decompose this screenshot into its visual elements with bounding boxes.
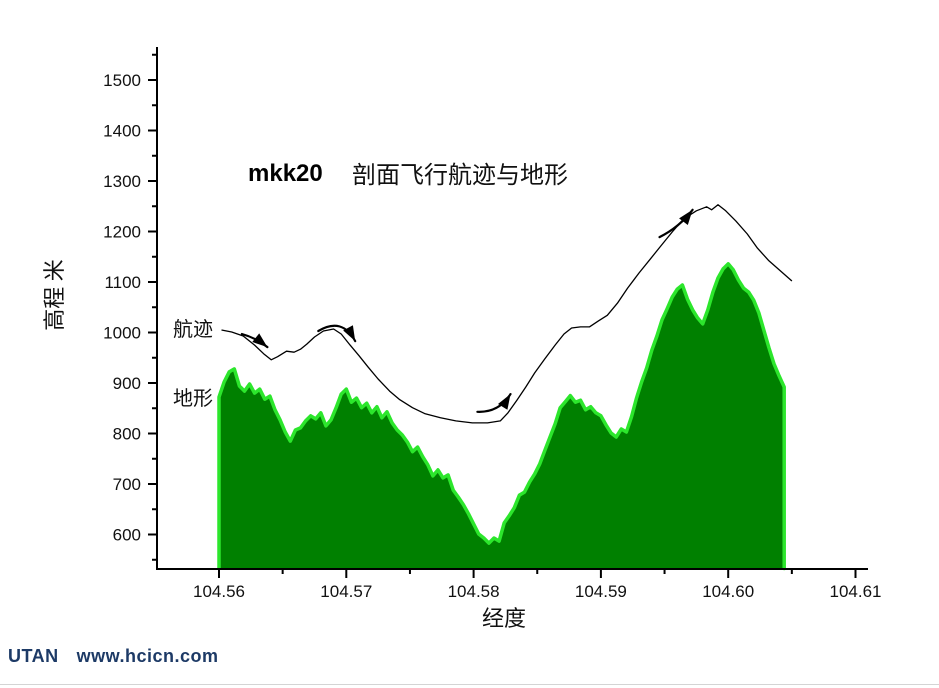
y-tick-label: 1500 — [103, 71, 141, 90]
track-series-label: 航迹 — [173, 318, 213, 341]
terrain-area — [219, 263, 785, 569]
x-tick-label: 104.59 — [575, 582, 627, 601]
watermark-brand: UTAN — [8, 646, 59, 666]
x-axis-label: 经度 — [482, 606, 526, 631]
terrain-series-label: 地形 — [173, 387, 213, 410]
x-tick-label: 104.58 — [448, 582, 500, 601]
y-tick-label: 1000 — [103, 324, 141, 343]
y-tick-label: 1100 — [104, 273, 141, 292]
arrowhead-icon — [498, 394, 511, 410]
x-tick-label: 104.61 — [830, 582, 882, 601]
x-tick-label: 104.57 — [320, 582, 372, 601]
arrowhead-icon — [343, 325, 356, 342]
arrowhead-icon — [679, 209, 693, 225]
bottom-divider — [0, 684, 939, 685]
terrain-edge — [217, 262, 786, 571]
x-tick-label: 104.56 — [193, 582, 245, 601]
y-tick-label: 600 — [113, 526, 141, 545]
chart-title-prefix: mkk20 — [248, 160, 323, 187]
axes — [148, 47, 868, 578]
flight-track-line — [221, 204, 793, 424]
y-tick-label: 800 — [113, 425, 141, 444]
y-tick-label: 900 — [113, 374, 141, 393]
flight-track-series — [221, 204, 793, 424]
terrain-series — [217, 262, 786, 571]
y-tick-label: 700 — [113, 475, 141, 494]
y-axis-label: 高程 米 — [42, 259, 67, 331]
y-tick-label: 1300 — [103, 172, 141, 191]
x-tick-label: 104.60 — [702, 582, 754, 601]
y-tick-label: 1200 — [103, 223, 141, 242]
watermark: UTAN www.hcicn.com — [8, 646, 219, 667]
chart-title: 剖面飞行航迹与地形 — [352, 162, 568, 189]
direction-arrows — [240, 208, 694, 413]
watermark-site: www.hcicn.com — [76, 646, 219, 666]
flight-direction-arrow-1 — [240, 332, 269, 349]
flight-direction-arrow-4 — [658, 208, 694, 239]
arrowhead-icon — [252, 333, 268, 348]
axis-tick-labels: 600 700 800 900 1000 1100 1200 1300 1400 1500 104.… — [103, 71, 881, 601]
y-tick-label: 1400 — [103, 122, 141, 141]
flight-direction-arrow-2 — [317, 324, 357, 343]
flight-direction-arrow-3 — [476, 393, 512, 413]
